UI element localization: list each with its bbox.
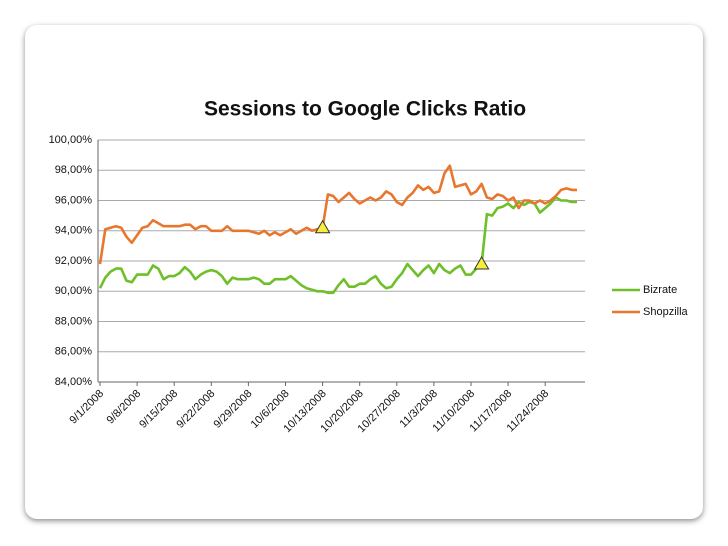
marker-triangle xyxy=(473,256,490,270)
legend-label: Shopzilla xyxy=(643,306,689,318)
y-tick-label: 86,00% xyxy=(55,346,93,358)
x-tick-label: 9/15/2008 xyxy=(137,388,180,431)
x-tick-label: 9/1/2008 xyxy=(67,388,106,427)
x-tick-label: 9/8/2008 xyxy=(105,388,144,427)
y-tick-label: 92,00% xyxy=(55,255,93,267)
x-tick-label: 9/29/2008 xyxy=(211,388,254,431)
series-line xyxy=(98,164,577,265)
legend-label: Bizrate xyxy=(643,284,677,296)
marker-triangle xyxy=(314,219,331,234)
slide-card xyxy=(25,25,703,519)
y-tick-label: 88,00% xyxy=(55,315,93,327)
y-tick-label: 98,00% xyxy=(55,164,93,176)
y-tick-label: 90,00% xyxy=(55,285,93,297)
y-tick-label: 100,00% xyxy=(49,134,93,146)
chart-title: Sessions to Google Clicks Ratio xyxy=(204,98,526,121)
y-tick-label: 96,00% xyxy=(55,194,93,206)
y-tick-label: 94,00% xyxy=(55,225,93,237)
y-tick-label: 84,00% xyxy=(55,376,93,388)
x-tick-label: 9/22/2008 xyxy=(174,388,217,431)
series-line xyxy=(98,196,577,295)
